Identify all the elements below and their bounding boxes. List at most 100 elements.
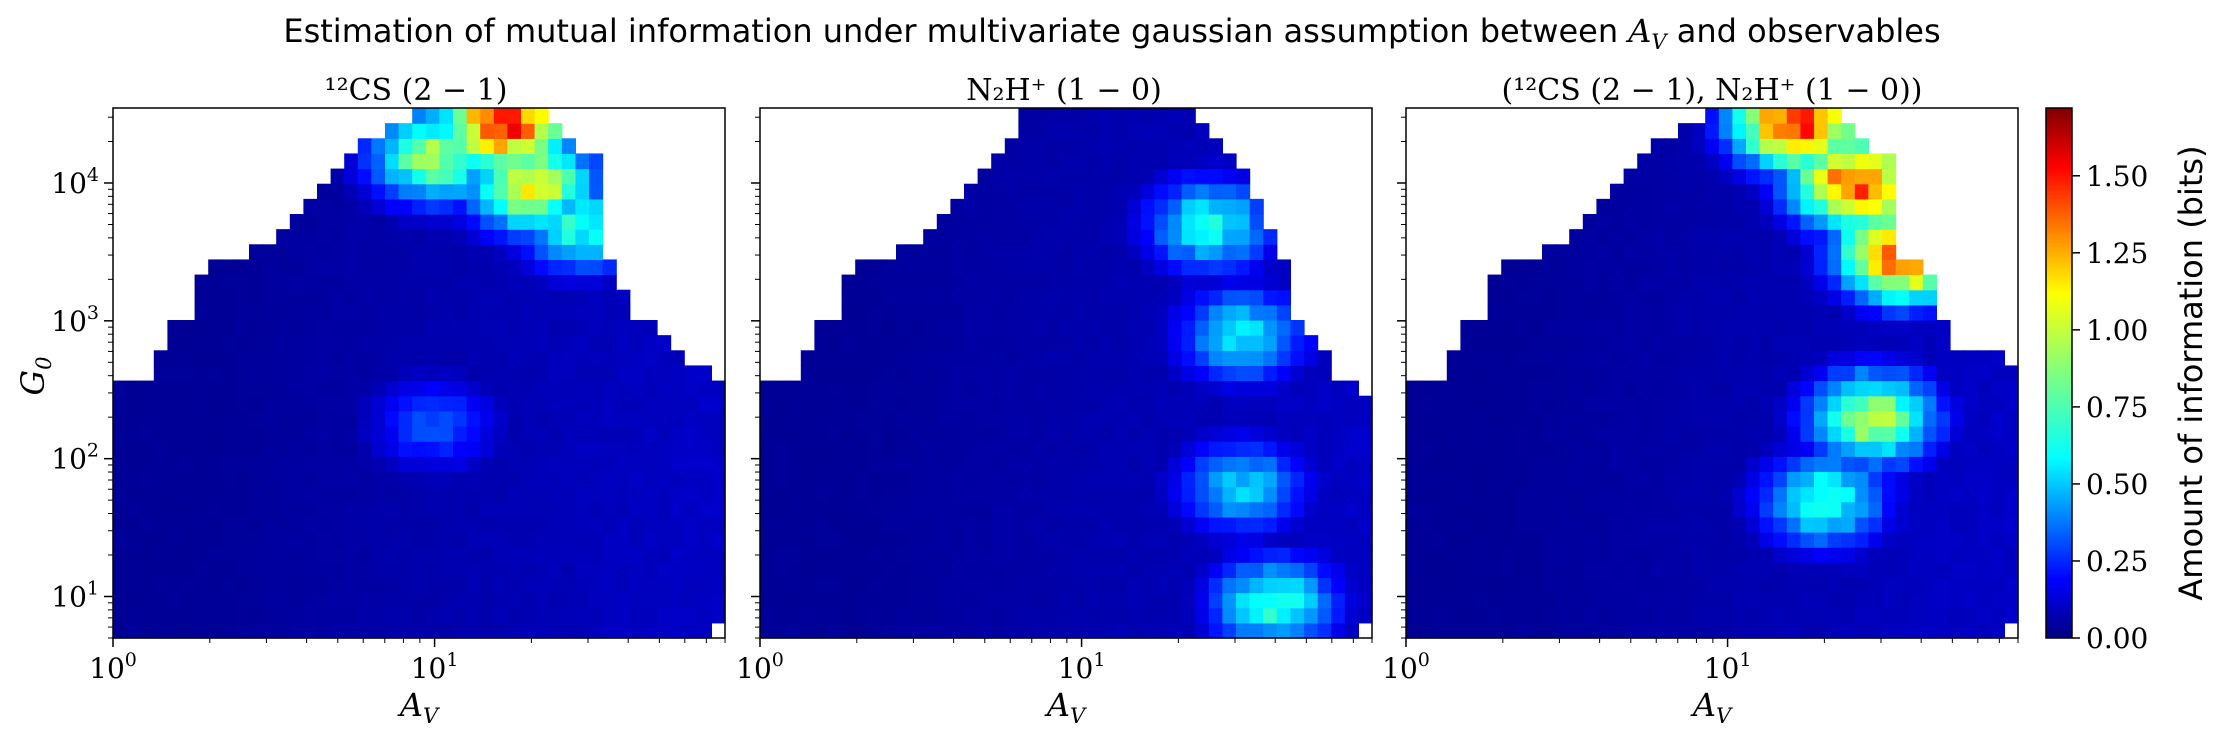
heatmap-cell [507, 395, 522, 412]
heatmap-cell [1018, 350, 1033, 367]
heatmap-cell [385, 622, 400, 639]
heatmap-cell [303, 198, 318, 215]
heatmap-cell [534, 501, 549, 518]
heatmap-cell [670, 562, 685, 579]
heatmap-cell [1460, 577, 1475, 594]
heatmap-cell [977, 516, 992, 533]
heatmap-cell [398, 516, 413, 533]
heatmap-cell [1304, 456, 1319, 473]
heatmap-cell [425, 622, 440, 639]
heatmap-cell [1596, 501, 1611, 518]
heatmap-cell [344, 244, 359, 261]
heatmap-cell [1528, 289, 1543, 306]
heatmap-cell [1059, 274, 1074, 291]
heatmap-cell [561, 622, 576, 639]
heatmap-cell [167, 350, 182, 367]
heatmap-cell [1569, 259, 1584, 276]
heatmap-cell [643, 380, 658, 397]
heatmap-cell [113, 380, 128, 397]
heatmap-cell [534, 577, 549, 594]
heatmap-cell [1236, 456, 1251, 473]
heatmap-cell [1868, 320, 1883, 336]
heatmap-cell [1963, 471, 1978, 488]
heatmap-cell [657, 532, 672, 548]
heatmap-cell [1977, 532, 1992, 548]
heatmap-cell [1827, 229, 1842, 245]
heatmap-cell [317, 198, 332, 215]
heatmap-cell [113, 426, 128, 442]
heatmap-cell [357, 456, 372, 473]
heatmap-cell [1127, 607, 1142, 624]
heatmap-cell [249, 304, 264, 321]
heatmap-cell [1460, 395, 1475, 412]
heatmap-cell [1032, 607, 1047, 624]
heatmap-cell [466, 516, 481, 533]
heatmap-cell [1045, 607, 1060, 624]
heatmap-cell [181, 562, 196, 579]
heatmap-cell [317, 183, 332, 200]
heatmap-cell [1650, 532, 1665, 548]
heatmap-cell [1882, 289, 1897, 306]
heatmap-cell [425, 335, 440, 351]
heatmap-cell [561, 441, 576, 457]
heatmap-cell [507, 426, 522, 442]
heatmap-cell [1487, 562, 1502, 579]
heatmap-cell [1018, 395, 1033, 412]
heatmap-cell [425, 547, 440, 563]
heatmap-cell [1208, 426, 1223, 442]
heatmap-cell [1718, 622, 1733, 639]
heatmap-cell [1746, 577, 1761, 594]
heatmap-cell [1018, 214, 1033, 230]
heatmap-cell [1140, 471, 1155, 488]
heatmap-cell [1705, 153, 1720, 170]
heatmap-cell [1154, 168, 1169, 185]
heatmap-cell [493, 516, 508, 533]
heatmap-cell [507, 123, 522, 139]
heatmap-cell [1127, 274, 1142, 291]
heatmap-cell [1263, 320, 1278, 336]
heatmap-cell [1072, 335, 1087, 351]
heatmap-cell [1433, 577, 1448, 594]
heatmap-cell [1691, 380, 1706, 397]
heatmap-cell [1868, 577, 1883, 594]
heatmap-cell [1514, 320, 1529, 336]
heatmap-cell [868, 441, 883, 457]
heatmap-cell [1086, 198, 1101, 215]
heatmap-cell [1127, 153, 1142, 170]
heatmap-cell [1746, 320, 1761, 336]
heatmap-cell [1800, 108, 1815, 124]
heatmap-cell [548, 547, 563, 563]
heatmap-cell [1086, 244, 1101, 261]
heatmap-cell [1773, 244, 1788, 261]
heatmap-cell [1786, 289, 1801, 306]
heatmap-cell [167, 335, 182, 351]
heatmap-cell [1664, 486, 1679, 503]
heatmap-cell [1746, 622, 1761, 639]
heatmap-cell [909, 516, 924, 533]
heatmap-cell [1154, 138, 1169, 155]
heatmap-cell [1542, 607, 1557, 624]
heatmap-cell [868, 350, 883, 367]
heatmap-cell [385, 153, 400, 170]
heatmap-cell [1276, 274, 1291, 291]
heatmap-cell [1474, 486, 1489, 503]
heatmap-cell [221, 471, 236, 488]
heatmap-cell [991, 289, 1006, 306]
heatmap-cell [1882, 547, 1897, 563]
heatmap-cell [303, 350, 318, 367]
heatmap-cell [276, 501, 291, 518]
heatmap-cell [1732, 410, 1747, 427]
heatmap-cell [412, 622, 427, 639]
heatmap-cell [1814, 183, 1829, 200]
heatmap-cell [643, 547, 658, 563]
heatmap-cell [1841, 304, 1856, 321]
heatmap-cell [493, 592, 508, 609]
heatmap-cell [453, 289, 468, 306]
heatmap-cell [1045, 350, 1060, 367]
heatmap-cell [1514, 289, 1529, 306]
colorbar-tick-label: 0.00 [2086, 622, 2148, 655]
heatmap-cell [1800, 350, 1815, 367]
heatmap-cell [923, 244, 938, 261]
heatmap-cell [1990, 547, 2005, 563]
heatmap-cell [1800, 183, 1815, 200]
